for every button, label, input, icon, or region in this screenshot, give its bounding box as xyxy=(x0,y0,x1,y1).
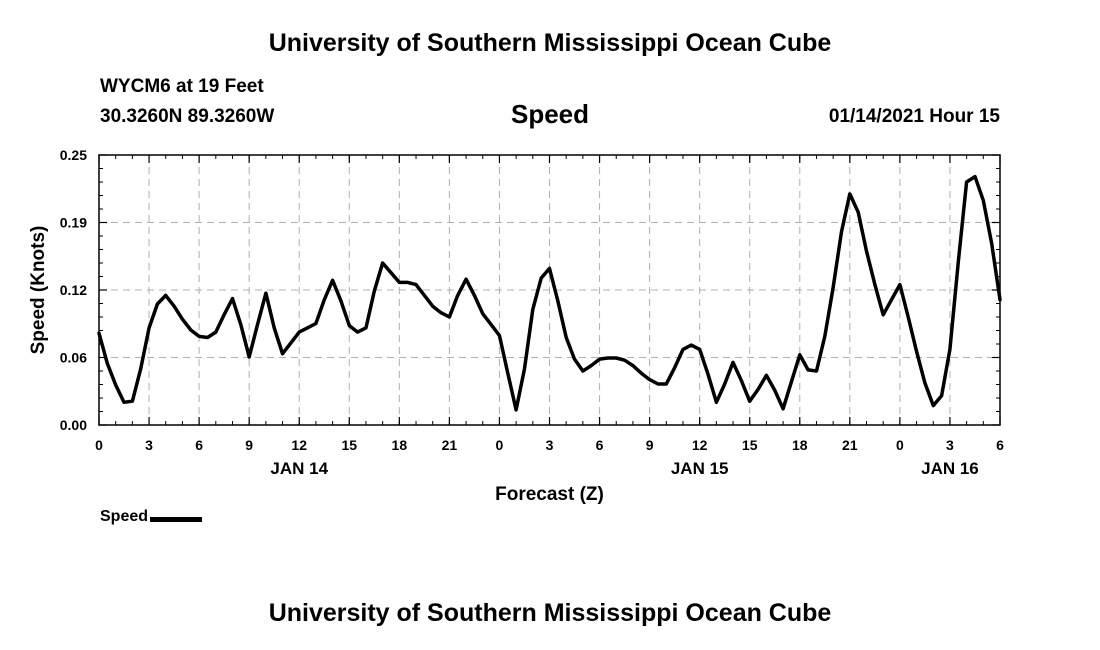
x-tick-label: 0 xyxy=(95,437,103,453)
header-title: University of Southern Mississippi Ocean… xyxy=(268,29,832,57)
station-name: WYCM6 at 19 Feet xyxy=(100,76,264,97)
y-tick-label: 0.00 xyxy=(60,417,87,433)
footer-title: University of Southern Mississippi Ocean… xyxy=(268,599,832,627)
x-axis-title: Forecast (Z) xyxy=(495,484,604,505)
legend-swatch xyxy=(150,517,203,522)
x-tick-label: 0 xyxy=(496,437,504,453)
legend-label: Speed xyxy=(100,508,149,525)
day-label: JAN 16 xyxy=(921,459,979,478)
legend: Speed xyxy=(100,508,203,526)
x-tick-label: 12 xyxy=(692,437,708,453)
day-label: JAN 15 xyxy=(671,459,729,478)
y-tick-label: 0.25 xyxy=(60,147,87,163)
y-tick-label: 0.12 xyxy=(60,282,87,298)
x-tick-label: 6 xyxy=(996,437,1004,453)
chart-title: Speed xyxy=(510,99,590,129)
x-tick-label: 3 xyxy=(145,437,153,453)
x-tick-label: 9 xyxy=(646,437,654,453)
x-tick-label: 3 xyxy=(946,437,954,453)
x-tick-label: 21 xyxy=(842,437,858,453)
y-tick-label: 0.19 xyxy=(60,215,87,231)
x-tick-label: 12 xyxy=(291,437,307,453)
x-tick-label: 3 xyxy=(546,437,554,453)
forecast-run-label: 01/14/2021 Hour 15 xyxy=(828,106,1000,127)
x-tick-label: 15 xyxy=(742,437,758,453)
x-tick-label: 9 xyxy=(245,437,253,453)
x-tick-label: 15 xyxy=(341,437,357,453)
day-label: JAN 14 xyxy=(270,459,328,478)
x-tick-label: 18 xyxy=(792,437,808,453)
station-coordinates: 30.3260N 89.3260W xyxy=(100,106,275,127)
x-tick-label: 0 xyxy=(896,437,904,453)
y-tick-label: 0.06 xyxy=(60,350,87,366)
x-tick-label: 6 xyxy=(195,437,203,453)
y-axis-title: Speed (Knots) xyxy=(28,226,49,355)
x-tick-label: 21 xyxy=(442,437,458,453)
x-tick-label: 18 xyxy=(392,437,408,453)
x-tick-label: 6 xyxy=(596,437,604,453)
series-line-speed xyxy=(97,174,1002,412)
